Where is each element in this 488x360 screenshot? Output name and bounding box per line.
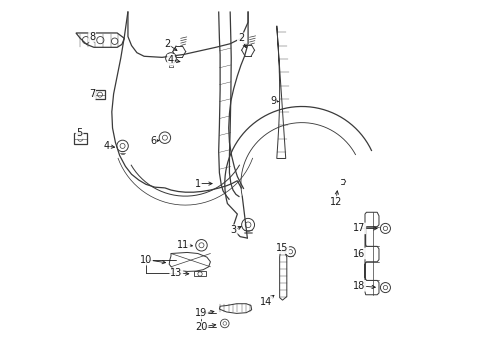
Text: 10: 10 xyxy=(140,255,152,265)
Text: 13: 13 xyxy=(170,268,182,278)
Text: 8: 8 xyxy=(89,32,95,41)
Text: 11: 11 xyxy=(177,239,189,249)
Text: 3: 3 xyxy=(230,225,236,235)
Text: 4: 4 xyxy=(167,55,174,65)
Text: 7: 7 xyxy=(89,89,95,99)
Text: 20: 20 xyxy=(195,322,207,332)
Text: 14: 14 xyxy=(259,297,272,307)
Text: 17: 17 xyxy=(352,224,365,233)
Text: 6: 6 xyxy=(150,136,156,145)
Text: 4: 4 xyxy=(103,141,109,151)
Text: 2: 2 xyxy=(164,39,170,49)
Text: 19: 19 xyxy=(195,309,207,318)
Text: 15: 15 xyxy=(275,243,288,253)
Text: 12: 12 xyxy=(329,197,342,207)
Text: 5: 5 xyxy=(76,129,82,138)
Text: 18: 18 xyxy=(352,281,365,291)
Text: 9: 9 xyxy=(269,96,276,106)
Text: 1: 1 xyxy=(194,179,201,189)
Text: 2: 2 xyxy=(237,33,244,43)
Text: 16: 16 xyxy=(352,248,365,258)
